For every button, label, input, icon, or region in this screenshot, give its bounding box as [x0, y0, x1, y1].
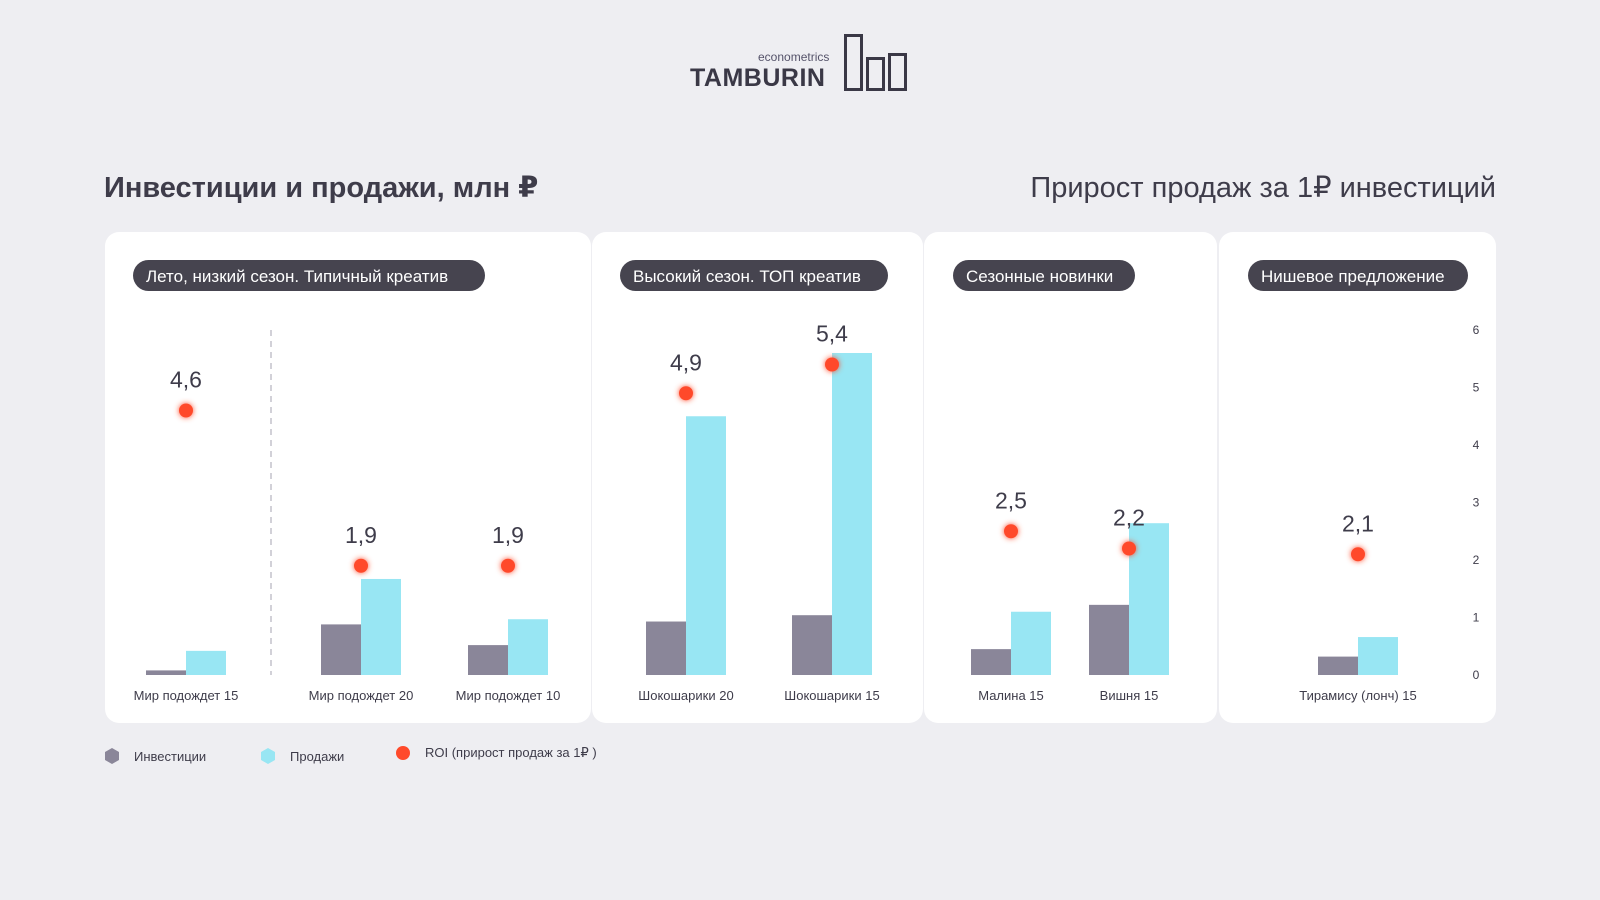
logo-name: TAMBURIN	[690, 64, 826, 92]
hexagon-icon	[105, 748, 119, 764]
category-label: Вишня 15	[1100, 688, 1159, 703]
bar-investments	[321, 624, 361, 675]
category-label: Тирамису (лонч) 15	[1299, 688, 1417, 703]
bar-investments	[146, 670, 186, 675]
category-label: Шокошарики 15	[784, 688, 879, 703]
axis-tick-label: 6	[1473, 323, 1480, 337]
bar-investments	[1318, 656, 1358, 675]
group-pill	[620, 260, 888, 291]
roi-value-label: 4,9	[670, 349, 702, 375]
bar-investments	[646, 621, 686, 675]
roi-point	[1351, 547, 1365, 562]
group-pill-label: Высокий сезон. ТОП креатив	[633, 267, 861, 286]
group-pill-label: Сезонные новинки	[966, 267, 1113, 286]
bar-investments	[468, 645, 508, 675]
bar-sales	[361, 578, 401, 675]
group-pill	[133, 260, 485, 291]
legend-investments-label: Инвестиции	[134, 748, 207, 764]
roi-point	[354, 558, 368, 573]
group-pill	[1248, 260, 1468, 291]
roi-value-label: 5,4	[816, 321, 848, 347]
chart-title: Инвестиции и продажи, млн ₽	[104, 172, 539, 204]
group-panel	[105, 232, 591, 723]
roi-value-label: 1,9	[345, 522, 377, 548]
group-pill-label: Нишевое предложение	[1261, 267, 1445, 286]
category-label: Мир подождет 10	[456, 688, 561, 703]
axis-tick-label: 0	[1473, 668, 1480, 682]
bar-sales	[832, 353, 872, 675]
group-panel	[1219, 232, 1496, 723]
axis-tick-label: 5	[1473, 381, 1480, 395]
category-label: Мир подождет 15	[134, 688, 239, 703]
roi-dot-icon	[396, 746, 410, 760]
group-panel	[592, 232, 923, 723]
group-panel	[924, 232, 1217, 723]
category-label: Малина 15	[978, 688, 1044, 703]
roi-axis-title: Прирост продаж за 1₽ инвестиций	[1030, 172, 1496, 204]
group-pill-label: Лето, низкий сезон. Типичный креатив	[146, 267, 448, 286]
axis-tick-label: 1	[1473, 611, 1480, 625]
logo-bars-icon	[844, 34, 907, 91]
legend-investments: Инвестиции	[104, 748, 206, 764]
legend-roi: ROI (прирост продаж за 1₽ )	[395, 745, 597, 761]
roi-point	[501, 558, 515, 573]
bar-investments	[971, 649, 1011, 675]
roi-point	[1122, 541, 1136, 556]
axis-tick-label: 4	[1473, 438, 1480, 452]
roi-value-label: 2,2	[1113, 505, 1145, 531]
roi-point	[825, 357, 839, 372]
bar-investments	[792, 615, 832, 675]
roi-value-label: 1,9	[492, 522, 524, 548]
group-pill	[953, 260, 1135, 291]
roi-point	[1004, 524, 1018, 539]
legend-sales: Продажи	[260, 748, 344, 764]
axis-tick-label: 2	[1473, 553, 1480, 567]
bar-sales	[1358, 637, 1398, 675]
roi-value-label: 4,6	[170, 367, 202, 393]
bar-investments	[1089, 604, 1129, 675]
logo-subtitle: econometrics	[758, 50, 830, 64]
category-label: Мир подождет 20	[309, 688, 414, 703]
bar-sales	[508, 619, 548, 675]
roi-value-label: 2,5	[995, 487, 1027, 513]
bar-sales	[1011, 611, 1051, 675]
category-label: Шокошарики 20	[638, 688, 733, 703]
bar-sales	[686, 416, 726, 675]
legend-roi-label: ROI (прирост продаж за 1₽ )	[425, 745, 597, 760]
legend-sales-label: Продажи	[290, 748, 345, 764]
roi-point	[679, 386, 693, 401]
logo: econometrics TAMBURIN	[690, 34, 930, 96]
axis-tick-label: 3	[1473, 496, 1480, 510]
roi-value-label: 2,1	[1342, 510, 1374, 536]
hexagon-icon	[261, 748, 275, 764]
bar-sales	[186, 650, 226, 675]
roi-point	[179, 403, 193, 418]
